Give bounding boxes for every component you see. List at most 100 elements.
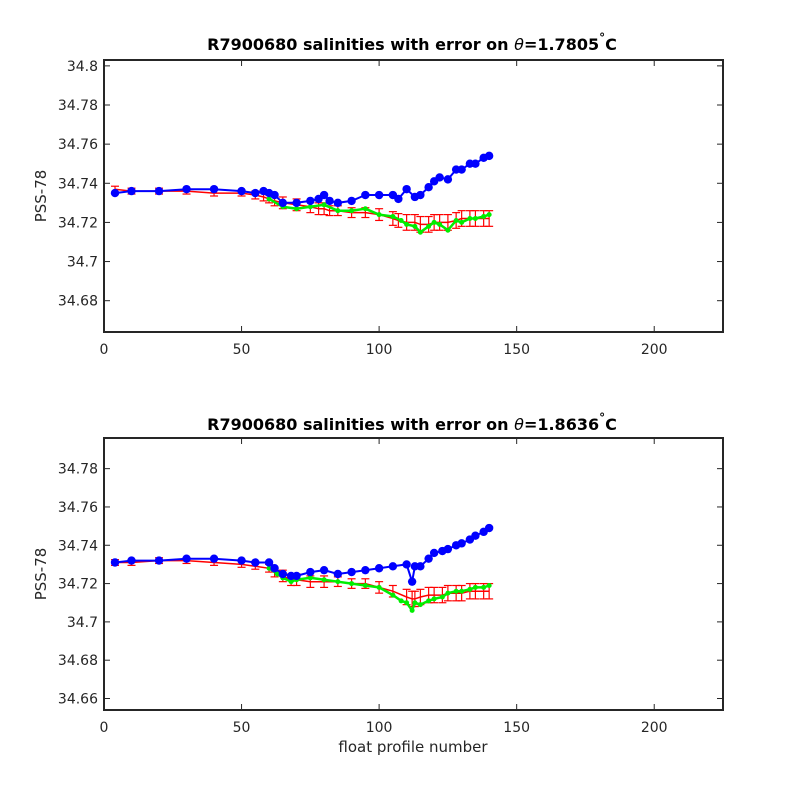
calibrated-salinity-point (362, 206, 368, 212)
axes-bottom: 0 50 100 150 200 34.66 34.68 34.7 34.72 34.74 34.7… (58, 438, 723, 736)
calibrated-salinity-point (417, 602, 423, 608)
float-salinity-point (237, 186, 246, 196)
calibrated-salinity-point (390, 214, 396, 220)
calibrated-salinity-point (459, 219, 465, 225)
float-salinity-point (374, 564, 384, 573)
float-salinity-point (270, 564, 279, 573)
float-salinity-point (237, 556, 246, 565)
float-salinity-point (407, 577, 417, 586)
float-salinity-point (361, 190, 370, 200)
calibrated-salinity-point (349, 581, 355, 587)
float-salinity-point (435, 173, 444, 182)
calibrated-salinity-point (431, 219, 437, 225)
y-tick-label: 34.7 (67, 255, 98, 271)
float-salinity-point (251, 558, 260, 567)
calibrated-salinity-point (467, 216, 473, 222)
float-salinity-point (325, 196, 334, 206)
float-salinity-point (424, 554, 433, 563)
x-tick-label: 200 (641, 342, 668, 358)
x-tick-label: 0 (100, 342, 109, 358)
float-salinity-point (127, 186, 136, 196)
calibrated-salinity-point (472, 216, 478, 222)
float-salinity-point (429, 548, 439, 558)
float-salinity-point (306, 196, 315, 206)
x-tick-label: 200 (641, 720, 668, 736)
calibrated-salinity-point (409, 607, 415, 613)
calibrated-salinity-point (426, 598, 432, 604)
y-tick-label: 34.76 (58, 500, 98, 516)
y-tick-label: 34.72 (58, 577, 98, 593)
panel-bottom: R7900680 salinities with error on θ=1.86… (32, 411, 724, 756)
series-bottom (110, 523, 494, 614)
calibrated-salinity-point (266, 565, 272, 571)
y-tick-label: 34.74 (58, 538, 98, 554)
calibrated-salinity-point (274, 571, 280, 577)
y-tick-label: 34.74 (58, 176, 98, 192)
y-tick-label: 34.78 (58, 98, 98, 114)
x-tick-label: 50 (233, 720, 251, 736)
float-salinity-point (154, 186, 164, 196)
calibrated-salinity-point (404, 600, 410, 606)
float-salinity-point (154, 556, 164, 565)
float-salinity-point (394, 194, 403, 204)
float-salinity-point (388, 562, 398, 571)
float-salinity-point (306, 567, 315, 577)
calibrated-salinity-point (349, 208, 355, 214)
x-tick-label: 150 (503, 342, 530, 358)
y-tick-label: 34.78 (58, 462, 98, 478)
float-salinity-point (319, 565, 329, 575)
float-salinity-point (402, 560, 411, 569)
float-salinity-point (319, 190, 329, 200)
float-salinity-point (484, 523, 494, 533)
calibrated-salinity-point (431, 596, 437, 602)
chart-title-top: R7900680 salinities with error on θ=1.78… (207, 31, 617, 54)
y-tick-label: 34.68 (58, 653, 98, 669)
calibrated-salinity-point (453, 217, 459, 223)
calibrated-salinity-point (412, 600, 418, 606)
calibrated-salinity-point (412, 223, 418, 229)
calibrated-salinity-point (426, 223, 432, 229)
float-salinity-point (374, 190, 384, 200)
calibrated-salinity-point (472, 584, 478, 590)
y-tick-label: 34.72 (58, 215, 98, 231)
float-salinity-point (127, 556, 136, 565)
float-salinity-point (471, 159, 480, 168)
calibrated-salinity-point (486, 212, 492, 218)
calibrated-salinity-point (398, 598, 404, 604)
float-salinity-point (457, 165, 466, 174)
float-salinity-point (416, 562, 425, 571)
float-salinity-point (209, 184, 219, 194)
calibrated-salinity-point (481, 584, 487, 590)
calibrated-salinity-point (307, 204, 313, 210)
float-salinity-point (278, 569, 288, 579)
float-salinity-point (182, 554, 191, 563)
float-salinity-point (292, 571, 301, 581)
y-tick-label: 34.8 (67, 59, 98, 75)
panel-top: R7900680 salinities with error on θ=1.78… (32, 31, 724, 358)
calibrated-salinity-point (307, 575, 313, 581)
float-salinity-point (443, 544, 453, 554)
calibrated-salinity-point (445, 227, 451, 233)
y-tick-label: 34.66 (58, 692, 98, 708)
float-salinity-point (416, 190, 425, 200)
y-tick-label: 34.7 (67, 615, 98, 631)
float-salinity-point (182, 184, 191, 194)
float-salinity-point (333, 198, 343, 208)
calibrated-salinity-point (481, 214, 487, 220)
x-tick-label: 0 (100, 720, 109, 736)
y-tick-label: 34.68 (58, 294, 98, 310)
calibrated-salinity-point (294, 206, 300, 212)
axes-top: 0 50 100 150 200 34.68 34.7 34.72 34.74 34.76 34.7… (58, 59, 723, 358)
float-salinity-point (361, 565, 370, 575)
float-salinity-point (110, 558, 120, 567)
calibrated-salinity-point (390, 592, 396, 598)
calibrated-salinity-point (335, 579, 341, 585)
calibrated-salinity-point (288, 579, 294, 585)
float-salinity-point (471, 531, 480, 540)
calibrated-salinity-point (467, 586, 473, 592)
calibrated-salinity-point (398, 217, 404, 223)
float-salinity-point (209, 554, 219, 563)
series-top (110, 151, 494, 235)
float-salinity-point (424, 182, 433, 192)
